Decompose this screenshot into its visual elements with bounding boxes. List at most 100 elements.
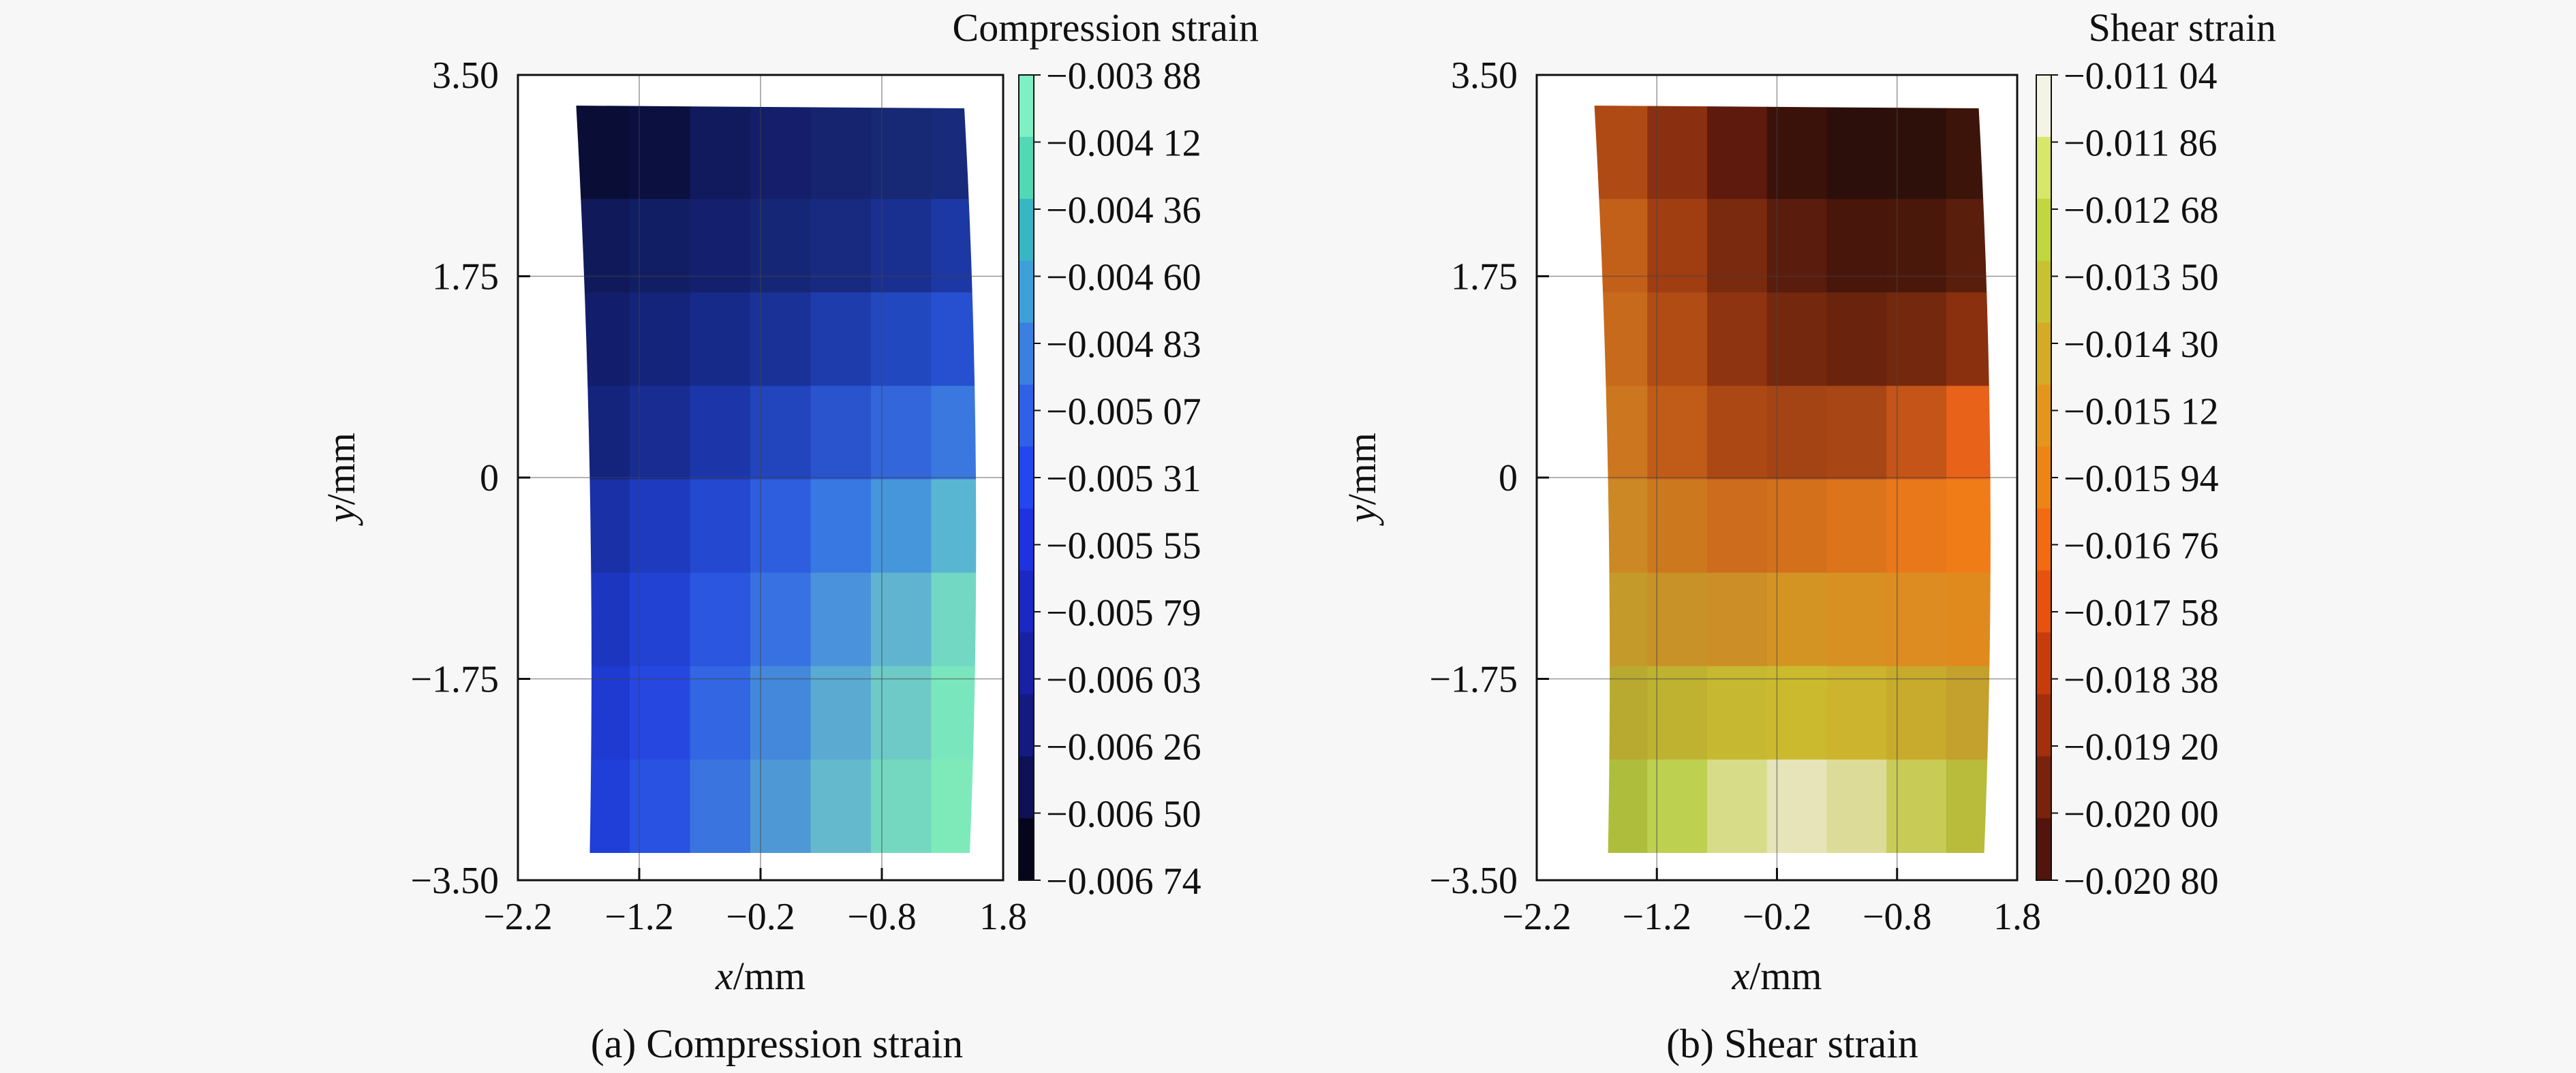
field-cell <box>1886 386 1947 480</box>
field-cell <box>629 386 691 480</box>
colorbar-segment <box>1019 756 1034 819</box>
field-cell <box>1946 572 1991 667</box>
field-cell <box>1647 386 1708 480</box>
field-cell <box>1766 292 1828 387</box>
field-cell <box>1766 572 1828 667</box>
colorbar-segment <box>2036 694 2051 757</box>
field-cell <box>1707 572 1768 667</box>
shear-strain-panel: −2.2 −1.2 −0.2 −0.8 1.83.501.750−1.75−3.50x/… <box>1340 5 2276 1066</box>
y-tick-label: 0 <box>480 457 499 499</box>
field-cell <box>1946 292 1991 387</box>
y-tick-label: −1.75 <box>1429 659 1518 701</box>
field-cell <box>629 106 691 200</box>
field-cell <box>629 199 691 294</box>
field-cell <box>1594 199 1649 294</box>
colorbar-segment <box>1019 322 1034 386</box>
colorbar-tick-label: −0.011 04 <box>2064 55 2218 97</box>
field-cell <box>1946 759 1991 853</box>
colorbar-segment <box>2036 75 2051 138</box>
field-cell <box>1707 479 1768 574</box>
colorbar-tick-label: −0.020 00 <box>2064 794 2219 836</box>
x-tick-label: −2.2 <box>483 896 553 938</box>
field-cell <box>750 666 812 760</box>
field-cell <box>931 292 977 387</box>
colorbar-tick-label: −0.006 50 <box>1046 794 1201 836</box>
x-axis-var: x <box>1731 954 1749 998</box>
compression-strain-panel: −2.2 −1.2 −0.2 −0.8 1.83.501.750−1.75−3.50x/… <box>319 5 1259 1066</box>
field-cell <box>1647 292 1708 387</box>
field-cell <box>690 479 751 574</box>
field-cell <box>871 106 932 200</box>
colorbar-tick-label: −0.015 12 <box>2064 391 2219 433</box>
colorbar-tick-label: −0.012 68 <box>2064 189 2219 232</box>
field-cell <box>1594 106 1649 200</box>
x-ticks: −2.2 −1.2 −0.2 −0.8 1.8 <box>483 868 1027 938</box>
field-cell <box>1766 666 1828 760</box>
field-cell <box>629 666 691 760</box>
field-cell <box>690 666 751 760</box>
colorbar-segment <box>1019 508 1034 571</box>
field-cell <box>1886 479 1947 574</box>
field-cell <box>629 759 691 853</box>
colorbar-tick-label: −0.011 86 <box>2064 123 2218 165</box>
colorbar-segment <box>2036 198 2051 262</box>
field-cell <box>750 199 812 294</box>
y-ticks: 3.50 1.75 0 −1.75 −3.50 <box>1429 55 1549 902</box>
colorbar-tick-label: −0.018 38 <box>2064 659 2219 702</box>
field-cell <box>1647 666 1708 760</box>
field-cell <box>750 759 812 853</box>
field-cell <box>1946 199 1991 294</box>
field-cell <box>690 386 751 480</box>
colorbar-segment <box>1019 818 1034 881</box>
colorbar-title: Compression strain <box>953 5 1259 50</box>
panel-caption: (b) Shear strain <box>1666 1021 1918 1066</box>
colorbar: −0.011 04 −0.011 86 −0.012 68 −0.013 50 −0.0… <box>2036 5 2276 903</box>
field-cell <box>1707 759 1768 853</box>
colorbar-segment <box>1019 75 1034 138</box>
x-tick-label: −0.8 <box>847 896 917 938</box>
field-cell <box>871 199 932 294</box>
x-ticks: −2.2 −1.2 −0.2 −0.8 1.8 <box>1502 868 2041 938</box>
y-tick-label: 0 <box>1499 457 1518 499</box>
x-tick-label: 1.8 <box>979 896 1027 938</box>
x-tick-label: −0.2 <box>726 896 795 938</box>
colorbar-segment <box>1019 694 1034 757</box>
colorbar-tick-label: −0.006 03 <box>1046 659 1201 702</box>
y-axis-label: y/mm <box>319 433 363 526</box>
field-cell <box>871 386 932 480</box>
field-cell <box>810 106 872 200</box>
colorbar-tick-label: −0.020 80 <box>2064 860 2219 903</box>
field-cell <box>1946 386 1991 480</box>
colorbar-tick-label: −0.003 88 <box>1046 55 1201 97</box>
colorbar-tick-label: −0.004 60 <box>1046 257 1201 299</box>
colorbar-tick-label: −0.016 76 <box>2064 525 2219 567</box>
field-cell <box>1766 386 1828 480</box>
colorbar-tick-label: −0.005 07 <box>1046 391 1201 433</box>
y-axis-unit: /mm <box>319 433 363 505</box>
y-tick-label: 1.75 <box>432 256 499 298</box>
field-cell <box>810 479 872 574</box>
field-cell <box>1886 292 1947 387</box>
colorbar-segment <box>2036 260 2051 324</box>
colorbar-tick-label: −0.005 55 <box>1046 525 1201 567</box>
colorbar-tick-label: −0.014 30 <box>2064 324 2219 366</box>
field-cell <box>1886 106 1947 200</box>
colorbar-segment <box>2036 508 2051 571</box>
y-ticks: 3.50 1.75 0 −1.75 −3.50 <box>410 55 530 902</box>
colorbar-segment <box>2036 756 2051 819</box>
x-axis-unit: /mm <box>1749 954 1822 998</box>
y-tick-label: −3.50 <box>410 860 499 902</box>
field-cell <box>690 572 751 667</box>
field-cell <box>1766 479 1828 574</box>
colorbar-segment <box>1019 570 1034 633</box>
field-cell <box>1647 106 1708 200</box>
x-tick-label: −2.2 <box>1502 896 1571 938</box>
colorbar-segment <box>2036 446 2051 509</box>
field-cell <box>1886 199 1947 294</box>
colorbar-segment <box>1019 198 1034 262</box>
x-axis-var: x <box>715 954 733 998</box>
field-cell <box>1647 479 1708 574</box>
field-cell <box>931 759 977 853</box>
field-cell <box>1707 199 1768 294</box>
